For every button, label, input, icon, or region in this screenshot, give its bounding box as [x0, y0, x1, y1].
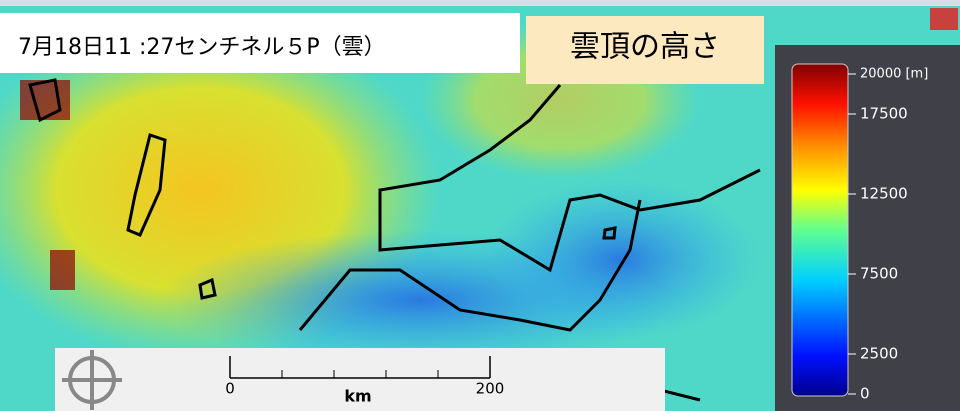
cloud-region — [20, 80, 70, 120]
window-frame — [0, 0, 960, 6]
colorbar-tick-label: 20000 [m] — [860, 67, 928, 82]
close-button[interactable] — [930, 8, 958, 30]
map: 7月18日11 :27センチネル５P（雲） 雲頂の高さ 20000 [m] 175… — [0, 0, 960, 411]
scale-tick-label: 200 — [476, 380, 505, 398]
colorbar-tick-label: 2500 — [860, 345, 898, 363]
screenshot: 7月18日11 :27センチネル５P（雲） 雲頂の高さ 20000 [m] 175… — [0, 0, 960, 411]
title: 7月18日11 :27センチネル５P（雲） — [18, 35, 386, 60]
colorbar-tick-label: 12500 — [860, 185, 908, 203]
colorbar-tick-label: 17500 — [860, 105, 908, 123]
colorbar-tick-label: 0 — [860, 385, 870, 403]
colorbar — [792, 64, 848, 396]
colorbar-tick-label: 7500 — [860, 265, 898, 283]
scale-tick-label: 0 — [225, 380, 235, 398]
subtitle: 雲頂の高さ — [570, 30, 720, 65]
cloud-region — [50, 250, 75, 290]
scale-unit: km — [344, 387, 371, 406]
